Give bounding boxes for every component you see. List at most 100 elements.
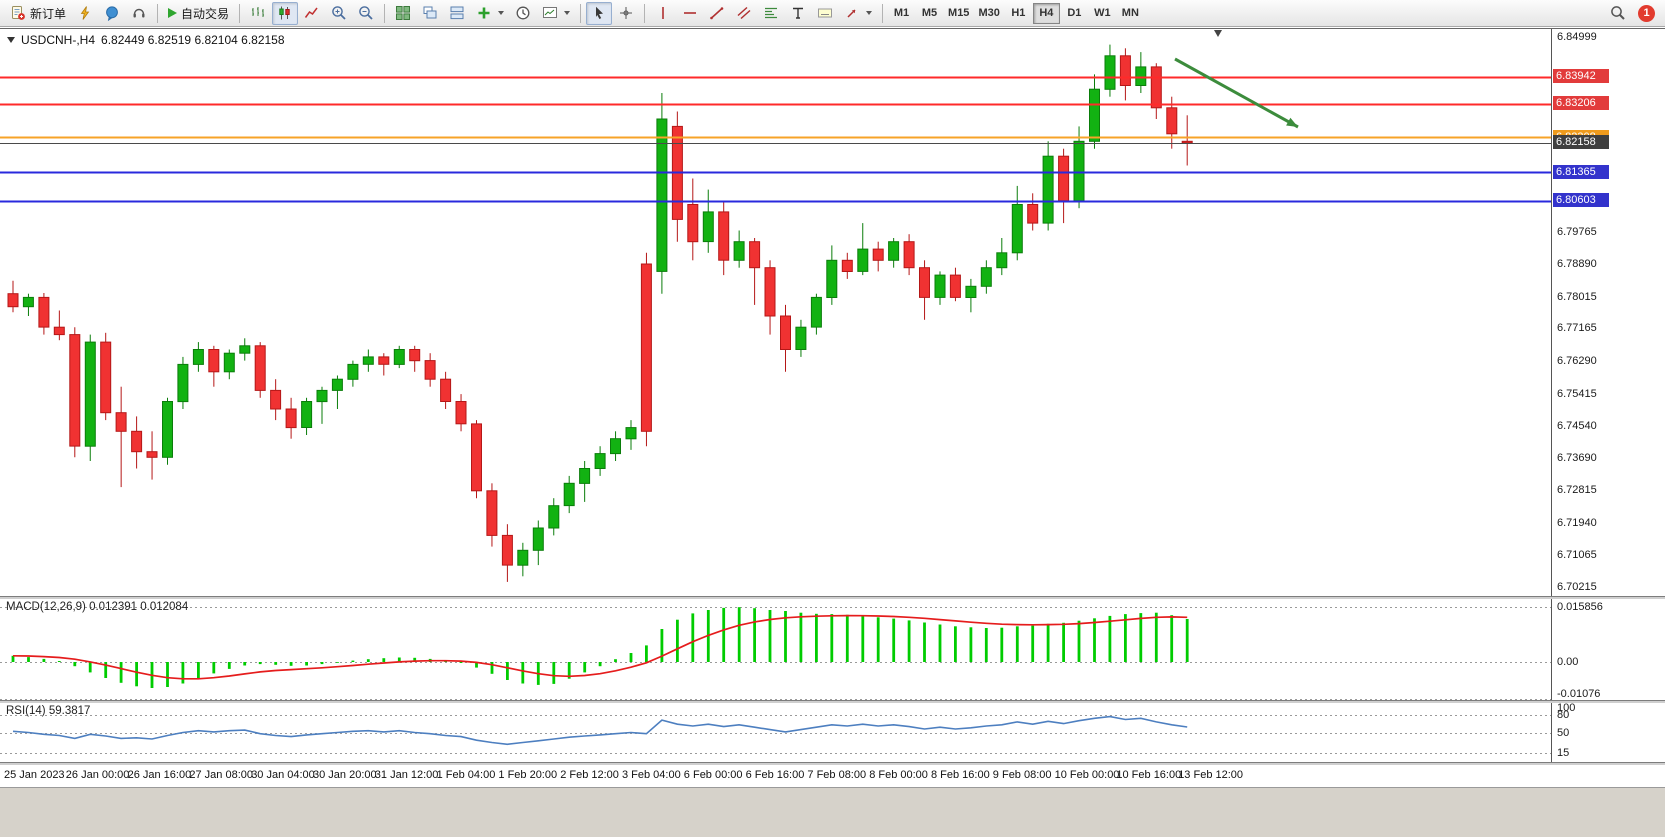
notification-badge[interactable]: 1 [1638,4,1655,22]
panel-resize-handle[interactable] [0,596,1665,599]
time-axis-label: 3 Feb 04:00 [622,769,681,781]
candle-body [471,423,482,492]
macd-bar [984,628,988,662]
price-scale[interactable]: 6.84999 6.79765 6.78890 6.78015 6.77165 6.762… [1551,29,1665,765]
price-tick: 6.77165 [1557,322,1597,335]
chart-shift-marker[interactable] [1214,30,1222,37]
macd-bar [629,653,633,662]
zoom-in-button[interactable] [326,2,352,25]
candlestick-chart[interactable] [0,29,1551,596]
arrange-windows-button[interactable] [444,2,470,25]
fibonacci-tool-button[interactable] [758,2,784,25]
crosshair-tool-button[interactable] [613,2,639,25]
panel-resize-handle[interactable] [0,762,1665,765]
macd-bar [258,662,262,665]
panel-resize-handle[interactable] [0,700,1665,703]
channel-tool-button[interactable] [731,2,757,25]
arrows-tool-button[interactable] [839,2,877,25]
candlestick-mode-button[interactable] [272,1,299,25]
arrow-head [1286,117,1298,127]
label-tool-button[interactable] [812,2,838,25]
time-axis-label: 1 Feb 20:00 [498,769,558,781]
macd-bar [583,662,587,673]
rsi-scale-label: 100 [1557,702,1576,714]
timeframe-button-d1[interactable]: D1 [1061,3,1088,24]
candle-body [841,259,853,273]
candle-body [270,389,282,410]
community-button[interactable] [99,2,125,25]
candle-body [455,401,467,425]
timeframe-button-m30[interactable]: M30 [974,3,1003,24]
macd-bar [181,662,185,684]
candle-body [888,241,900,261]
cascade-windows-button[interactable] [417,2,443,25]
horizontal-line-icon [684,12,697,14]
price-badge: 6.82158 [1553,135,1609,150]
cursor-icon [596,6,604,19]
macd-bar [567,662,571,679]
chart-collapse-icon[interactable] [7,37,15,43]
vertical-line-tool-button[interactable] [650,2,676,25]
macd-scale-label: 0.00 [1557,656,1579,668]
add-indicator-button[interactable] [471,2,509,25]
signals-button[interactable] [72,2,98,25]
candle-body [501,534,513,566]
trend-annotation-arrow[interactable] [1174,57,1299,129]
new-chart-button[interactable] [537,2,575,25]
vertical-line-icon [662,7,664,19]
time-axis-label: 6 Feb 16:00 [745,769,805,781]
price-tick: 6.75415 [1557,387,1597,400]
new-order-button[interactable]: 新订单 [5,2,71,25]
candle-body [1181,140,1193,144]
arrows-icon [847,9,856,18]
time-axis[interactable]: 25 Jan 2023 26 Jan 00:00 26 Jan 16:00 27 Ja… [0,765,1551,787]
trendline-tool-button[interactable] [704,2,730,25]
macd-bar [1031,625,1035,662]
timeframe-button-m1[interactable]: M1 [888,3,915,24]
candle-body [285,408,297,429]
headset-icon [133,8,145,18]
auto-trading-button[interactable]: 自动交易 [163,2,234,25]
macd-bar [1046,623,1050,662]
crosshair-icon [620,7,633,19]
timeframe-button-h1[interactable]: H1 [1005,3,1032,24]
search-button[interactable] [1605,2,1631,25]
macd-bar [753,608,756,662]
macd-bar [397,657,401,662]
timeframe-button-m5[interactable]: M5 [916,3,943,24]
macd-bar [645,645,648,663]
toolbar-separator [157,3,159,23]
horizontal-line-tool-button[interactable] [677,2,703,25]
timeframe-button-w1[interactable]: W1 [1089,3,1116,24]
timeframe-button-mn[interactable]: MN [1117,3,1144,24]
macd-bar [366,659,370,662]
zoom-out-button[interactable] [353,2,379,25]
tile-windows-button[interactable] [390,2,416,25]
play-icon [168,8,178,18]
candle-body [1058,155,1070,202]
cursor-tool-button[interactable] [586,1,613,25]
support-button[interactable] [126,2,152,25]
macd-bar [784,611,787,662]
bar-chart-mode-button[interactable] [245,2,271,25]
line-chart-mode-button[interactable] [299,2,325,25]
macd-bar [907,620,911,662]
macd-signal-line [12,614,1188,680]
time-axis-label: 8 Feb 00:00 [869,769,928,781]
text-icon [793,7,804,19]
line-chart-icon [304,7,318,18]
period-clock-button[interactable] [510,2,536,25]
timeframe-button-h4[interactable]: H4 [1032,2,1060,24]
macd-bar [73,662,77,667]
macd-bar [799,612,803,662]
macd-scale-label: 0.015856 [1557,600,1603,613]
rsi-chart[interactable] [0,703,1551,762]
candle-body [532,527,544,551]
macd-chart[interactable] [0,599,1551,700]
macd-scale-label: -0.01076 [1557,688,1601,700]
time-axis-label: 26 Jan 00:00 [65,769,130,781]
timeframe-button-m15[interactable]: M15 [944,3,973,24]
toolbar-separator [882,3,884,23]
text-tool-button[interactable] [785,2,811,25]
candle-body [702,211,714,243]
